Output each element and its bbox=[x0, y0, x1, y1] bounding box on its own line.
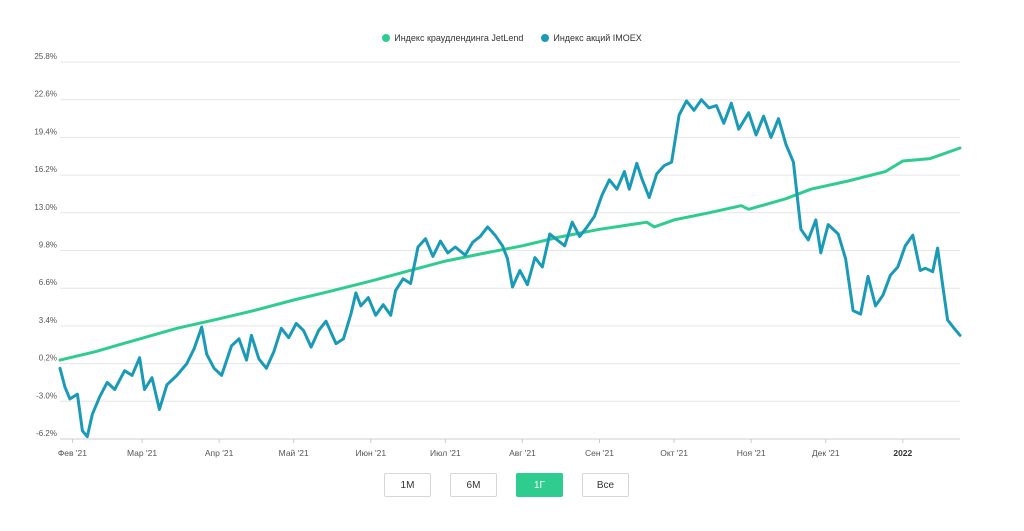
x-tick-label: Июн '21 bbox=[355, 448, 386, 458]
y-tick-label: 0.2% bbox=[39, 354, 57, 363]
legend-marker-imoex bbox=[541, 34, 550, 42]
series-lines[interactable] bbox=[58, 98, 962, 439]
range-button-1y[interactable]: 1Г bbox=[516, 473, 563, 497]
x-tick-label: Ноя '21 bbox=[737, 448, 766, 458]
y-tick-label: -6.2% bbox=[36, 429, 57, 438]
chart-legend: Индекс краудлендинга JetLend Индекс акци… bbox=[0, 33, 1024, 43]
range-button-1m[interactable]: 1M bbox=[384, 473, 431, 497]
x-tick-label: Мар '21 bbox=[127, 448, 157, 458]
legend-label-jetlend: Индекс краудлендинга JetLend bbox=[394, 33, 524, 43]
y-tick-label: 6.6% bbox=[39, 278, 57, 287]
x-tick-label: Апр '21 bbox=[205, 448, 234, 458]
x-tick-label: Авг '21 bbox=[509, 448, 536, 458]
x-tick-label: Июл '21 bbox=[430, 448, 461, 458]
x-tick-label: 2022 bbox=[893, 448, 912, 458]
y-tick-label: 3.4% bbox=[39, 316, 57, 325]
x-tick-label: Сен '21 bbox=[585, 448, 614, 458]
y-axis: 25.8% 22.6% 19.4% 16.2% 13.0% 9.8% 6.6% 3.4% 0.2… bbox=[34, 52, 57, 438]
y-tick-label: -3.0% bbox=[36, 391, 57, 400]
x-tick-label: Дек '21 bbox=[812, 448, 840, 458]
range-selector: 1M 6M 1Г Все bbox=[384, 473, 629, 497]
series-line-imoex[interactable] bbox=[58, 98, 962, 439]
legend-item-imoex[interactable]: Индекс акций IMOEX bbox=[541, 33, 642, 43]
y-tick-label: 19.4% bbox=[34, 127, 57, 136]
legend-item-jetlend[interactable]: Индекс краудлендинга JetLend bbox=[382, 33, 523, 43]
legend-marker-jetlend bbox=[382, 34, 391, 42]
x-tick-label: Окт '21 bbox=[660, 448, 688, 458]
y-tick-label: 13.0% bbox=[34, 203, 57, 212]
grid-lines bbox=[60, 61, 960, 440]
x-axis: Фев '21 Мар '21 Апр '21 Май '21 Июн '21 Июл '… bbox=[58, 438, 960, 458]
y-tick-label: 25.8% bbox=[34, 52, 57, 61]
range-button-6m[interactable]: 6M bbox=[450, 473, 497, 497]
x-tick-label: Май '21 bbox=[279, 448, 309, 458]
x-tick-label: Фев '21 bbox=[58, 448, 87, 458]
y-tick-label: 16.2% bbox=[34, 165, 57, 174]
range-button-all[interactable]: Все bbox=[582, 473, 629, 497]
legend-label-imoex: Индекс акций IMOEX bbox=[553, 33, 642, 43]
y-tick-label: 22.6% bbox=[34, 90, 57, 99]
y-tick-label: 9.8% bbox=[39, 241, 57, 250]
series-line-jetlend[interactable] bbox=[58, 146, 962, 362]
